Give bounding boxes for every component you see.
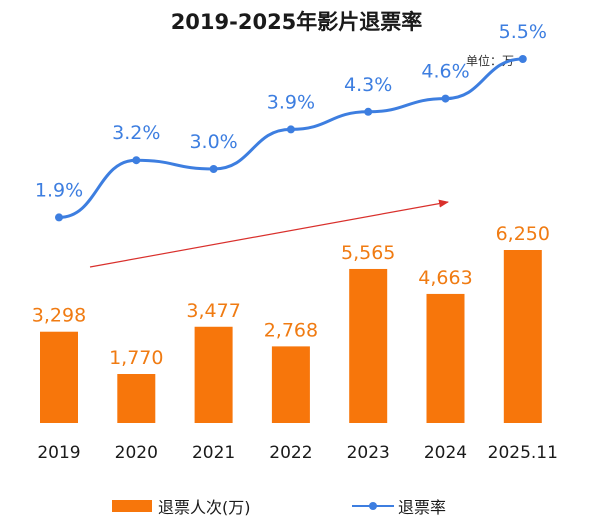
legend-bar-label: 退票人次(万) <box>158 498 251 517</box>
line-point <box>364 107 373 116</box>
legend-line-label: 退票率 <box>398 498 447 517</box>
bar <box>117 374 156 423</box>
x-tick-label: 2021 <box>192 443 235 463</box>
line-data-label: 3.9% <box>267 91 315 113</box>
line-data-label: 4.6% <box>421 61 469 83</box>
bar <box>349 268 388 423</box>
legend-bar: 退票人次(万) <box>112 494 251 518</box>
bar <box>271 346 310 423</box>
bar-data-label: 3,298 <box>32 305 86 327</box>
legend-line: 退票率 <box>352 494 446 518</box>
bar-data-label: 3,477 <box>186 300 240 322</box>
line-point <box>55 213 63 222</box>
line-point <box>132 156 141 165</box>
bar-data-label: 2,768 <box>264 319 318 341</box>
x-tick-label: 2025.11 <box>488 443 558 463</box>
line-point <box>518 55 527 63</box>
x-tick-label: 2024 <box>424 443 467 463</box>
line-point <box>441 94 450 103</box>
line-data-label: 3.2% <box>112 122 160 144</box>
line-data-label: 1.9% <box>35 179 83 201</box>
line-data-label: 5.5% <box>499 21 547 43</box>
bar-data-label: 1,770 <box>109 347 163 369</box>
line-point <box>286 125 295 134</box>
trend-arrow <box>89 199 449 268</box>
x-tick-label: 2020 <box>115 443 158 463</box>
bar-data-label: 4,663 <box>418 267 472 289</box>
x-tick-label: 2019 <box>37 443 80 463</box>
line-point <box>209 165 218 173</box>
legend-line-swatch <box>352 500 394 512</box>
bar <box>194 326 233 423</box>
bar <box>503 250 542 423</box>
line-data-label: 3.0% <box>189 131 237 153</box>
line-data-label: 4.3% <box>344 74 392 96</box>
bar-data-label: 6,250 <box>496 223 550 245</box>
x-tick-label: 2022 <box>269 443 312 463</box>
chart-title: 2019-2025年影片退票率 <box>170 10 423 34</box>
bar <box>40 331 78 423</box>
legend-bar-swatch <box>112 500 152 512</box>
bar <box>426 293 465 423</box>
bar-data-label: 5,565 <box>341 242 395 264</box>
x-tick-label: 2023 <box>347 443 390 463</box>
